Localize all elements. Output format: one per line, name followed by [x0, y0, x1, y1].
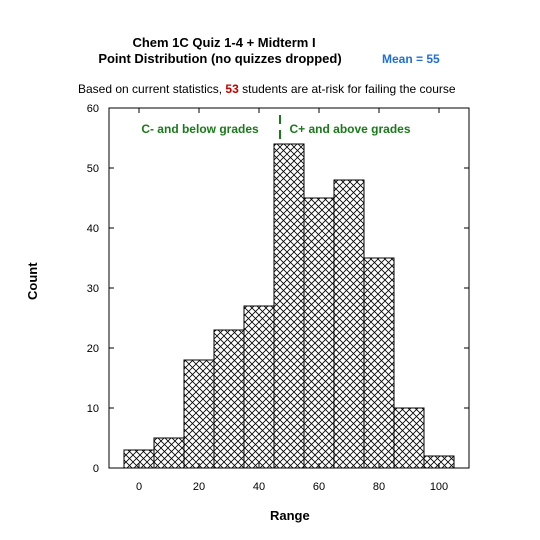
- y-tick-label: 60: [87, 103, 99, 115]
- chart-title-line2: Point Distribution (no quizzes dropped): [98, 51, 342, 66]
- y-tick-label: 40: [87, 223, 99, 235]
- histogram-bar: [243, 305, 275, 469]
- x-tick-label: 80: [373, 481, 385, 493]
- subtitle-suffix: students are at-risk for failing the cou…: [242, 82, 456, 96]
- y-tick-label: 0: [93, 463, 99, 475]
- histogram-bar: [153, 437, 185, 469]
- histogram-bar: [363, 257, 395, 469]
- x-tick-label: 100: [430, 481, 448, 493]
- histogram-bar: [333, 179, 365, 469]
- subtitle: Based on current statistics, 53 students…: [78, 82, 456, 96]
- axes-group: 0 10 20 30 40 50 60 0 20 40 60 80 100: [87, 103, 469, 493]
- histogram-bar: [303, 197, 335, 469]
- annotation-right: C+ and above grades: [289, 122, 410, 136]
- y-tick-label: 50: [87, 163, 99, 175]
- y-tick-label: 10: [87, 403, 99, 415]
- annotation-left: C- and below grades: [141, 122, 259, 136]
- histogram-bar: [273, 143, 305, 469]
- chart-title-line1: Chem 1C Quiz 1-4 + Midterm I: [132, 35, 316, 50]
- subtitle-prefix: Based on current statistics,: [78, 82, 223, 96]
- bars-group: [123, 143, 455, 469]
- at-risk-count: 53: [225, 82, 239, 96]
- x-tick-label: 40: [253, 481, 265, 493]
- histogram-bar: [393, 407, 425, 469]
- histogram-bar: [213, 329, 245, 469]
- x-tick-label: 60: [313, 481, 325, 493]
- histogram-bar: [183, 359, 215, 469]
- x-tick-label: 0: [136, 481, 142, 493]
- x-tick-label: 20: [193, 481, 205, 493]
- mean-label: Mean = 55: [382, 52, 440, 66]
- y-tick-label: 20: [87, 343, 99, 355]
- y-tick-label: 30: [87, 283, 99, 295]
- x-axis-label: Range: [270, 508, 310, 523]
